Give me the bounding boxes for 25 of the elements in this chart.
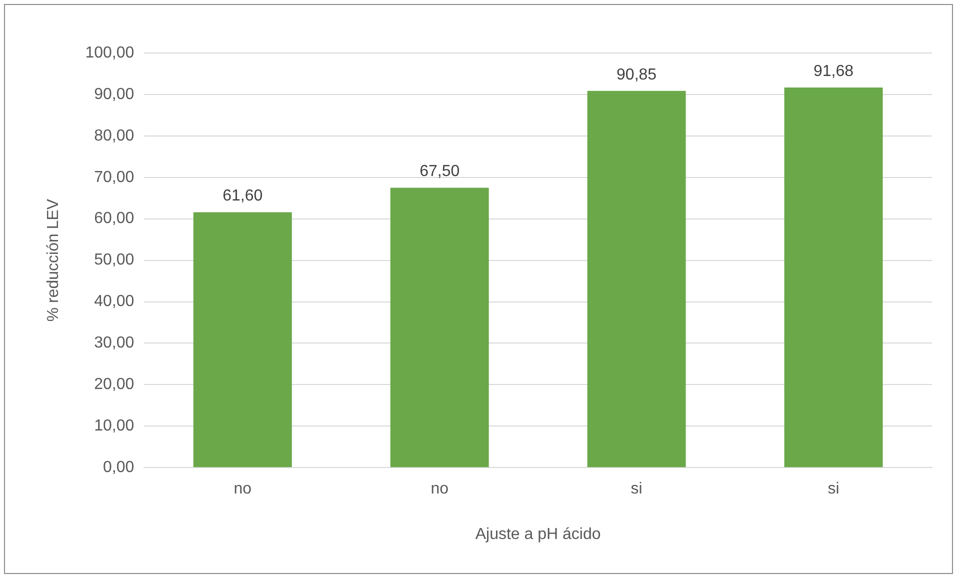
y-tick-label: 50,00 — [94, 252, 134, 269]
y-tick-label: 100,00 — [85, 44, 134, 62]
data-label: 90,85 — [616, 66, 657, 84]
y-axis-title: % reducción LEV — [45, 198, 62, 322]
data-label: 91,68 — [813, 62, 854, 80]
bar — [193, 212, 292, 468]
y-tick-label: 60,00 — [94, 210, 134, 228]
y-tick-label: 30,00 — [94, 334, 134, 352]
bar — [587, 90, 686, 468]
x-axis-title: Ajuste a pH ácido — [475, 526, 601, 543]
y-tick-label: 20,00 — [94, 376, 134, 394]
x-tick-label: no — [234, 480, 252, 498]
y-tick-label: 80,00 — [94, 127, 134, 144]
y-tick-label: 90,00 — [94, 86, 134, 103]
data-label: 67,50 — [420, 163, 460, 180]
x-tick-label: si — [828, 480, 840, 498]
y-tick-label: 40,00 — [94, 293, 134, 310]
y-tick-label: 0,00 — [102, 459, 134, 476]
bar — [390, 188, 489, 468]
data-label: 61,60 — [222, 188, 263, 205]
x-tick-label: si — [630, 480, 642, 498]
x-tick-label: no — [430, 480, 449, 498]
y-tick-label: 10,00 — [94, 418, 134, 435]
y-tick-label: 70,00 — [94, 168, 134, 186]
bar — [784, 87, 883, 468]
